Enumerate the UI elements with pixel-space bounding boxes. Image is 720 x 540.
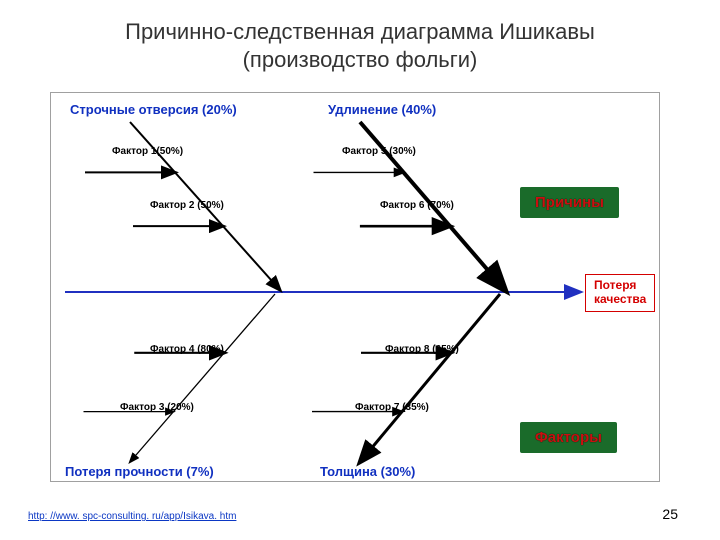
title-line2: (производство фольги) [243, 47, 478, 72]
factor-label: Фактор 3 (20%) [120, 402, 194, 413]
factor-label: Фактор 6 (70%) [380, 200, 454, 211]
factor-label: Фактор 7 (35%) [355, 402, 429, 413]
title-line1: Причинно-следственная диаграмма Ишикавы [125, 19, 595, 44]
ishikawa-diagram: Потерякачества Строчные отверсия (20%) Удл… [50, 92, 660, 482]
cause-label: Удлинение (40%) [328, 102, 436, 117]
source-link[interactable]: http: //www. spc-consulting. ru/app/Isik… [28, 511, 236, 522]
callout-box: Причины [520, 187, 619, 218]
effect-line1: Потеря [594, 278, 636, 292]
cause-label: Строчные отверсия (20%) [70, 102, 237, 117]
callout-box: Факторы [520, 422, 617, 453]
factor-label: Фактор 4 (80%) [150, 344, 224, 355]
factor-label: Фактор 2 (50%) [150, 200, 224, 211]
factor-label: Фактор 8 (65%) [385, 344, 459, 355]
effect-box: Потерякачества [585, 274, 655, 312]
cause-label: Толщина (30%) [320, 464, 415, 479]
slide-title: Причинно-следственная диаграмма Ишикавы … [0, 18, 720, 73]
effect-line2: качества [594, 292, 646, 306]
factor-label: Фактор 5 (30%) [342, 146, 416, 157]
cause-label: Потеря прочности (7%) [65, 464, 214, 479]
page-number: 25 [662, 506, 678, 522]
factor-label: Фактор 1(50%) [112, 146, 183, 157]
